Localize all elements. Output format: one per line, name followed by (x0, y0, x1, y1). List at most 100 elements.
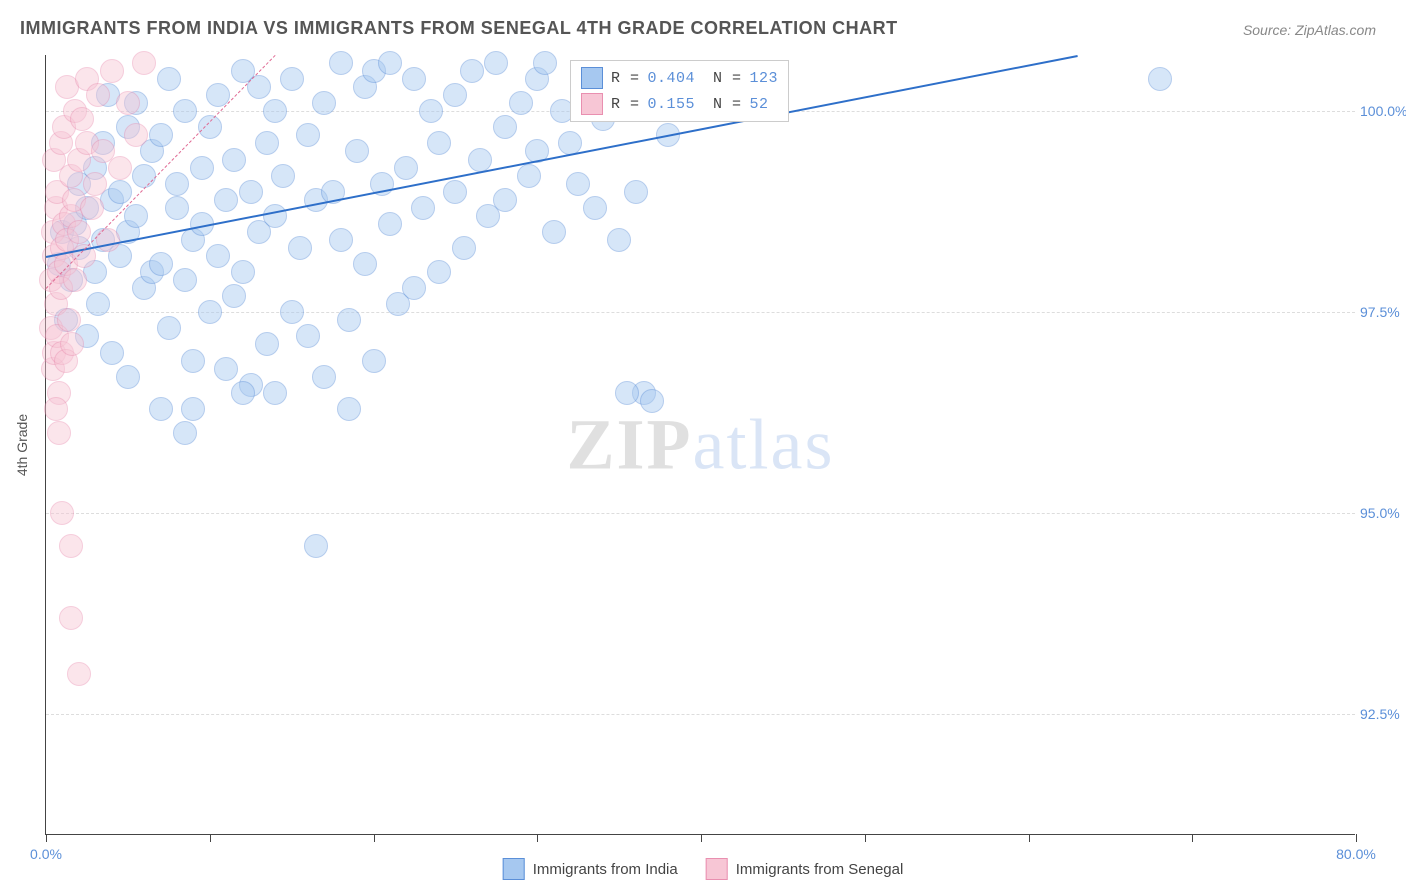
x-tick (865, 834, 866, 842)
y-tick-label: 92.5% (1360, 706, 1406, 722)
x-tick (701, 834, 702, 842)
scatter-point (255, 131, 279, 155)
scatter-point (468, 148, 492, 172)
scatter-point (362, 349, 386, 373)
scatter-point (288, 236, 312, 260)
scatter-point (181, 397, 205, 421)
scatter-point (640, 389, 664, 413)
scatter-point (312, 365, 336, 389)
x-tick-label: 0.0% (30, 846, 62, 862)
scatter-point (509, 91, 533, 115)
scatter-point (173, 421, 197, 445)
scatter-point (566, 172, 590, 196)
scatter-point (59, 606, 83, 630)
legend-n-label: N = (713, 96, 742, 113)
scatter-point (231, 260, 255, 284)
scatter-point (83, 172, 107, 196)
legend-r-label: R = (611, 70, 640, 87)
legend-swatch (581, 67, 603, 89)
scatter-point (149, 397, 173, 421)
scatter-point (86, 83, 110, 107)
legend-r-label: R = (611, 96, 640, 113)
scatter-point (239, 180, 263, 204)
scatter-point (59, 534, 83, 558)
legend-label: Immigrants from Senegal (736, 861, 904, 878)
scatter-point (304, 534, 328, 558)
scatter-point (493, 115, 517, 139)
scatter-point (312, 91, 336, 115)
scatter-point (50, 501, 74, 525)
scatter-point (1148, 67, 1172, 91)
x-tick (210, 834, 211, 842)
scatter-point (615, 381, 639, 405)
scatter-point (337, 308, 361, 332)
series-legend: Immigrants from India Immigrants from Sen… (503, 858, 904, 880)
scatter-point (132, 51, 156, 75)
x-tick (1356, 834, 1357, 842)
legend-r-value: 0.404 (648, 70, 696, 87)
scatter-point (198, 115, 222, 139)
watermark: ZIPatlas (567, 403, 835, 486)
legend-n-value: 52 (750, 96, 769, 113)
scatter-point (190, 156, 214, 180)
scatter-point (345, 139, 369, 163)
scatter-point (271, 164, 295, 188)
scatter-point (484, 51, 508, 75)
scatter-point (124, 204, 148, 228)
scatter-point (67, 662, 91, 686)
scatter-point (452, 236, 476, 260)
scatter-point (70, 107, 94, 131)
x-tick (537, 834, 538, 842)
watermark-zip: ZIP (567, 404, 693, 484)
scatter-point (149, 252, 173, 276)
scatter-point (255, 332, 279, 356)
legend-swatch (706, 858, 728, 880)
scatter-point (222, 284, 246, 308)
scatter-point (419, 99, 443, 123)
chart-title: IMMIGRANTS FROM INDIA VS IMMIGRANTS FROM… (20, 18, 898, 39)
scatter-point (427, 260, 451, 284)
scatter-point (517, 164, 541, 188)
scatter-point (427, 131, 451, 155)
scatter-point (402, 276, 426, 300)
scatter-point (280, 67, 304, 91)
legend-row: R =0.404N =123 (577, 65, 782, 91)
legend-item: Immigrants from Senegal (706, 858, 904, 880)
scatter-point (100, 341, 124, 365)
scatter-point (116, 365, 140, 389)
scatter-point (47, 421, 71, 445)
scatter-point (198, 300, 222, 324)
scatter-point (214, 357, 238, 381)
scatter-point (411, 196, 435, 220)
scatter-point (394, 156, 418, 180)
scatter-point (296, 324, 320, 348)
scatter-point (231, 381, 255, 405)
scatter-point (443, 180, 467, 204)
scatter-point (296, 123, 320, 147)
watermark-atlas: atlas (693, 404, 835, 484)
scatter-point (124, 123, 148, 147)
scatter-plot-area: ZIPatlas 92.5%95.0%97.5%100.0%0.0%80.0% (45, 55, 1355, 835)
legend-label: Immigrants from India (533, 861, 678, 878)
x-tick (374, 834, 375, 842)
scatter-point (149, 123, 173, 147)
y-tick-label: 100.0% (1360, 103, 1406, 119)
x-tick (46, 834, 47, 842)
scatter-point (214, 188, 238, 212)
scatter-point (493, 188, 517, 212)
x-tick-label: 80.0% (1336, 846, 1376, 862)
scatter-point (132, 164, 156, 188)
scatter-point (206, 244, 230, 268)
scatter-point (443, 83, 467, 107)
scatter-point (353, 252, 377, 276)
x-tick (1192, 834, 1193, 842)
scatter-point (378, 212, 402, 236)
scatter-point (280, 300, 304, 324)
gridline-h (46, 714, 1355, 715)
scatter-point (607, 228, 631, 252)
legend-n-label: N = (713, 70, 742, 87)
correlation-legend: R =0.404N =123R =0.155N =52 (570, 60, 789, 122)
scatter-point (583, 196, 607, 220)
scatter-point (181, 349, 205, 373)
scatter-point (337, 397, 361, 421)
